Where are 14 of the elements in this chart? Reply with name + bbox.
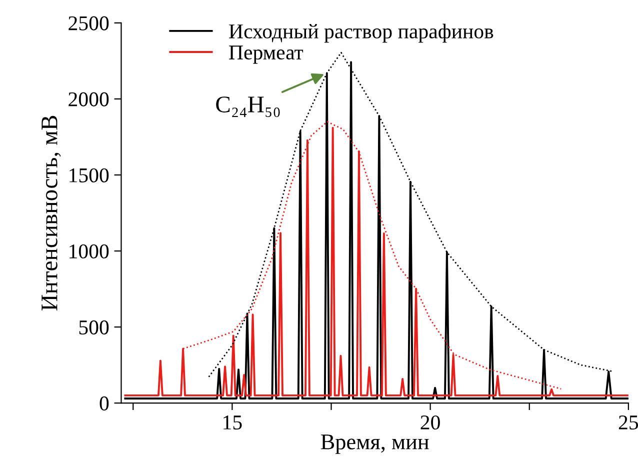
y-axis-title: Интенсивность, мВ bbox=[42, 116, 61, 311]
y-tick-label: 500 bbox=[79, 320, 109, 334]
legend-label: Пермеат bbox=[229, 46, 304, 64]
x-tick-label: 15 bbox=[224, 416, 242, 430]
legend-label: Исходный раствор парафинов bbox=[229, 24, 494, 43]
x-tick-label: 20 bbox=[420, 415, 440, 430]
x-axis-title: Время, мин bbox=[320, 434, 429, 454]
y-tick-label: 2500 bbox=[68, 16, 109, 30]
annotation: C₂₄H₅₀ bbox=[216, 96, 280, 118]
y-tick-label: 1500 bbox=[70, 168, 109, 182]
y-tick-label: 0 bbox=[100, 396, 109, 410]
y-tick-label: 2000 bbox=[68, 92, 109, 106]
y-tick-label: 1000 bbox=[70, 244, 109, 258]
x-tick-label: 25 bbox=[618, 416, 638, 430]
